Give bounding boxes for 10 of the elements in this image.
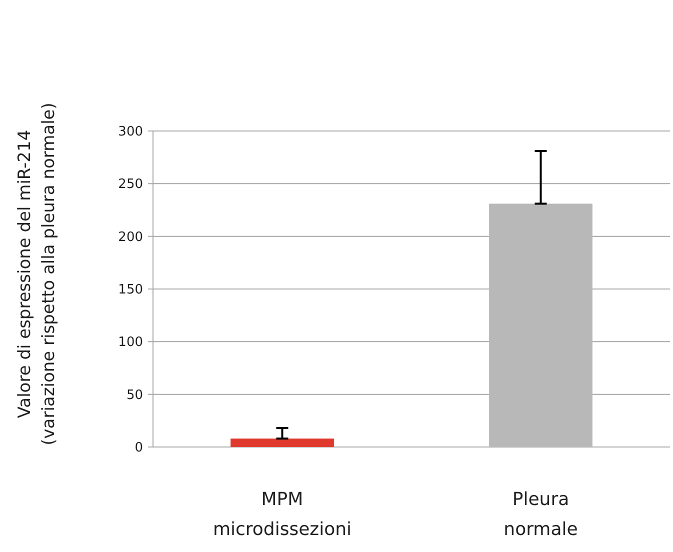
y-axis-title: Valore di espressione del miR-214 (variazione rispetto alla pleura normale) (15, 102, 59, 446)
y-tick-label: 200 (118, 230, 143, 245)
y-tick-label: 150 (118, 282, 143, 298)
y-tick-label: 100 (118, 335, 143, 350)
y-tick-label: 250 (118, 177, 143, 192)
y-tick-label: 0 (134, 440, 143, 456)
x-tick-label: MPM microdissezioni (212, 489, 352, 540)
y-tick-label: 300 (118, 124, 143, 140)
y-tick-label: 50 (126, 388, 143, 403)
x-tick-label: Pleura normale (504, 489, 578, 540)
